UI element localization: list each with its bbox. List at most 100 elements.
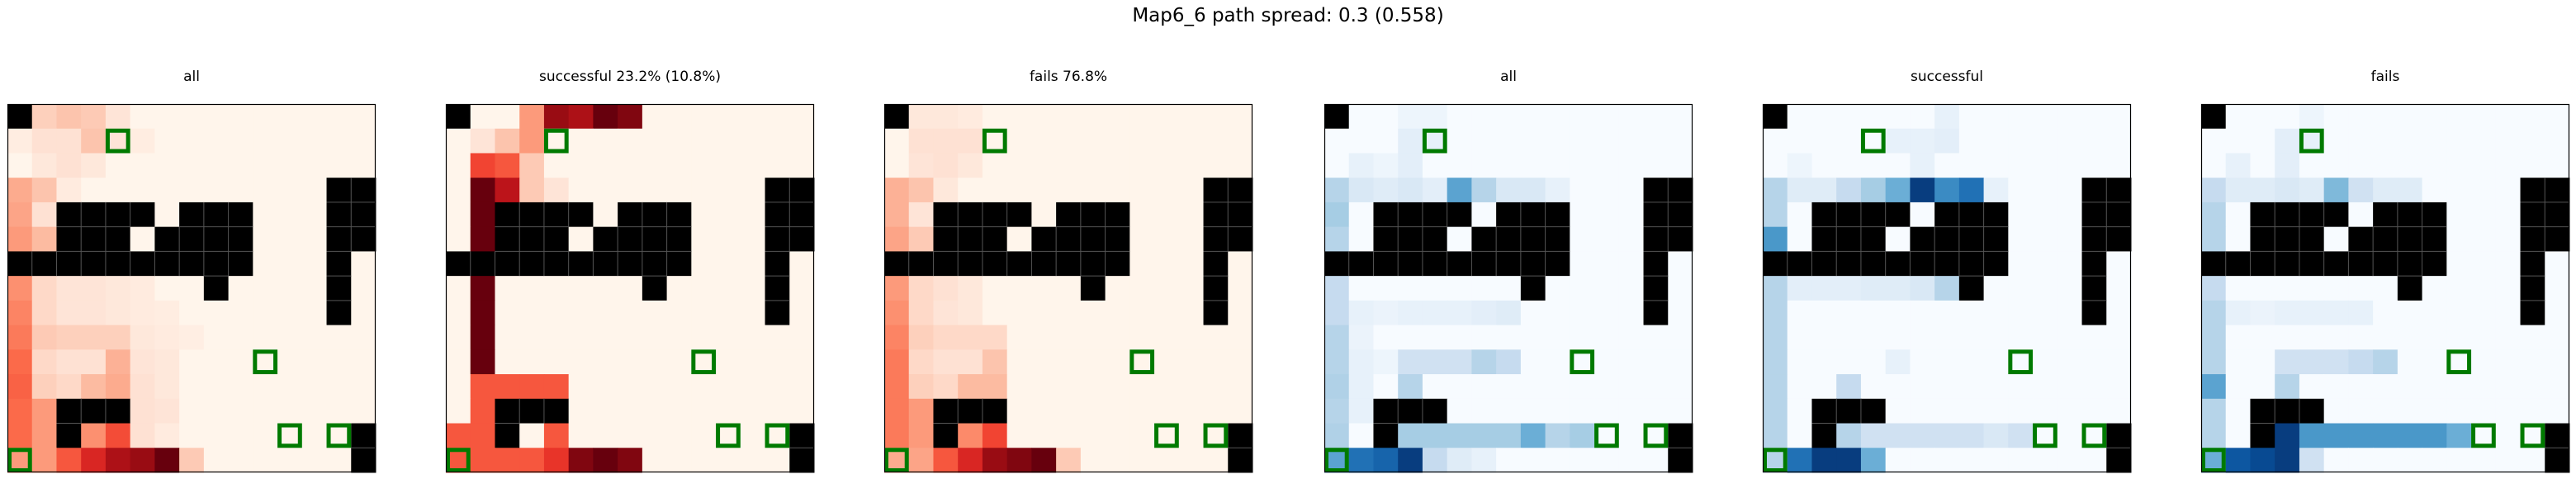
heat-cell xyxy=(1910,398,1935,424)
heat-cell xyxy=(1983,178,2009,203)
heat-cell xyxy=(593,349,618,375)
goal-marker xyxy=(884,448,909,472)
heat-cell xyxy=(519,128,545,154)
heat-cell xyxy=(1885,104,1911,130)
heat-cell xyxy=(1373,349,1399,375)
wall-cell xyxy=(1643,300,1669,326)
heat-cell xyxy=(908,276,934,301)
heat-cell xyxy=(1324,325,1350,350)
heat-cell xyxy=(666,104,692,130)
heat-cell xyxy=(130,448,155,473)
heat-cell xyxy=(470,448,495,473)
wall-cell xyxy=(56,423,82,448)
heat-cell xyxy=(31,104,57,130)
heat-cell xyxy=(666,349,692,375)
heat-cell xyxy=(2446,251,2472,277)
heat-cell xyxy=(716,104,741,130)
heat-cell xyxy=(884,202,910,228)
wall-cell xyxy=(618,251,643,277)
heat-cell xyxy=(2471,104,2497,130)
heat-cell xyxy=(1324,153,1350,178)
wall-cell xyxy=(2250,251,2275,277)
heat-cell xyxy=(1496,374,1522,400)
heat-cell xyxy=(1643,448,1669,473)
heat-cell xyxy=(1056,178,1082,203)
heat-cell xyxy=(1860,374,1887,400)
heat-cell xyxy=(691,178,717,203)
heat-cell xyxy=(618,178,643,203)
heat-cell xyxy=(1763,128,1788,154)
wall-cell xyxy=(7,251,33,277)
heat-cell xyxy=(301,374,328,400)
heat-cell xyxy=(1885,374,1911,400)
heat-cell xyxy=(666,448,692,473)
heat-cell xyxy=(179,300,205,326)
heat-cell xyxy=(2495,104,2522,130)
wall-cell xyxy=(1398,202,1423,228)
heat-cell xyxy=(1910,325,1935,350)
wall-cell xyxy=(56,226,82,252)
wall-cell xyxy=(1422,251,1448,277)
heat-cell xyxy=(2225,276,2251,301)
wall-cell xyxy=(1520,276,1546,301)
heat-cell xyxy=(105,178,131,203)
heat-cell xyxy=(1594,202,1620,228)
heat-cell xyxy=(446,374,471,400)
heat-cell xyxy=(519,153,545,178)
heat-cell xyxy=(2275,325,2300,350)
wall-cell xyxy=(1885,202,1911,228)
heat-cell xyxy=(1178,251,1205,277)
heat-cell xyxy=(1080,128,1106,154)
wall-cell xyxy=(2106,178,2132,203)
heat-cell xyxy=(1787,178,1812,203)
wall-cell xyxy=(1787,251,1812,277)
heat-cell xyxy=(2008,104,2034,130)
heat-cell xyxy=(593,178,618,203)
heat-cell xyxy=(1885,448,1911,473)
heat-cell xyxy=(789,153,815,178)
heat-cell xyxy=(1031,128,1057,154)
heat-cell xyxy=(908,423,934,448)
heat-cell xyxy=(1570,104,1595,130)
heat-cell xyxy=(1496,153,1522,178)
wall-cell xyxy=(326,276,352,301)
heat-cell xyxy=(2545,349,2570,375)
heat-cell xyxy=(1763,153,1788,178)
heat-cell xyxy=(7,153,33,178)
heat-cell xyxy=(2299,300,2325,326)
heat-cell xyxy=(1447,398,1472,424)
wall-cell xyxy=(1763,251,1788,277)
heat-cell xyxy=(2008,251,2034,277)
heat-cell xyxy=(740,300,766,326)
heat-cell xyxy=(203,349,230,375)
heat-cell xyxy=(2033,349,2058,375)
heat-cell xyxy=(1373,153,1399,178)
heat-cell xyxy=(1958,374,1985,400)
heat-cell xyxy=(446,300,471,326)
wall-cell xyxy=(2081,202,2107,228)
heat-cell xyxy=(543,349,570,375)
heat-cell xyxy=(618,374,643,400)
wall-cell xyxy=(2520,226,2545,252)
heat-cell xyxy=(228,325,253,350)
heat-cell xyxy=(908,374,934,400)
heat-cell xyxy=(1398,178,1423,203)
heatmap-panel-6 xyxy=(2200,103,2570,473)
heat-cell xyxy=(1885,398,1911,424)
wall-cell xyxy=(179,251,205,277)
heat-cell xyxy=(105,300,131,326)
heat-cell xyxy=(1668,325,1693,350)
goal-marker xyxy=(1129,349,1155,375)
heat-cell xyxy=(740,226,766,252)
heat-cell xyxy=(691,153,717,178)
heat-cell xyxy=(1910,423,1935,448)
heat-cell xyxy=(1398,128,1423,154)
heat-cell xyxy=(1178,374,1205,400)
heat-cell xyxy=(446,153,471,178)
heat-cell xyxy=(1983,276,2009,301)
heat-cell xyxy=(1324,178,1350,203)
heat-cell xyxy=(666,423,692,448)
heat-cell xyxy=(2323,226,2349,252)
heat-cell xyxy=(1129,226,1155,252)
heat-cell xyxy=(2520,349,2545,375)
